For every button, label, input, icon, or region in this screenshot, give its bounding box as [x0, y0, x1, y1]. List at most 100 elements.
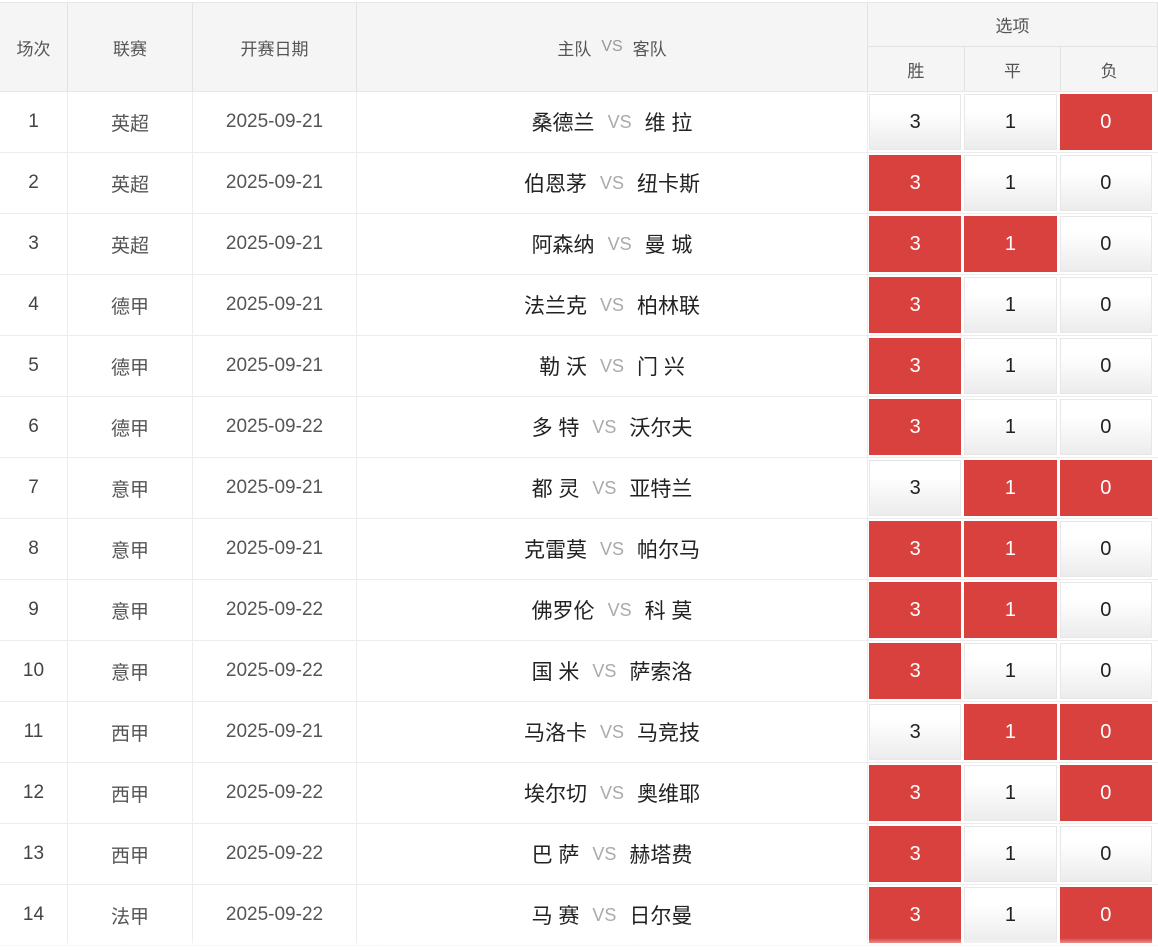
option-cell-win[interactable]: 3	[869, 277, 962, 333]
option-cell-draw[interactable]: 1	[964, 216, 1057, 272]
option-cell-win[interactable]: 3	[869, 765, 962, 821]
home-team: 埃尔切	[523, 783, 587, 806]
options-cells: 3 1 0	[867, 458, 1158, 518]
option-cell-draw[interactable]: 1	[964, 765, 1057, 821]
league-name: 意甲	[68, 458, 193, 518]
match-date: 2025-09-22	[193, 580, 357, 640]
table-body: 1 英超 2025-09-21 桑德兰 VS 维 拉 3 1 0 2 英超 20…	[0, 92, 1158, 946]
option-cell-draw[interactable]: 1	[964, 338, 1057, 394]
option-cell-win[interactable]: 3	[869, 94, 962, 150]
vs-label: VS	[599, 294, 624, 315]
option-cell-draw[interactable]: 1	[964, 826, 1057, 882]
away-team: 帕尔马	[637, 539, 700, 562]
option-cell-draw[interactable]: 1	[964, 460, 1057, 516]
option-cell-draw[interactable]: 1	[964, 277, 1057, 333]
option-cell-draw[interactable]: 1	[964, 521, 1057, 577]
option-cell-win[interactable]: 3	[869, 887, 962, 943]
match-date: 2025-09-22	[193, 397, 357, 457]
options-cells: 3 1 0	[867, 702, 1158, 762]
option-cell-draw[interactable]: 1	[964, 399, 1057, 455]
header-date: 开赛日期	[193, 3, 357, 91]
option-cell-win[interactable]: 3	[869, 704, 962, 760]
table-row: 2 英超 2025-09-21 伯恩茅 VS 纽卡斯 3 1 0	[0, 153, 1158, 214]
options-cells: 3 1 0	[867, 885, 1158, 945]
vs-label: VS	[607, 233, 632, 254]
home-team: 伯恩茅	[523, 173, 587, 196]
option-cell-win[interactable]: 3	[869, 216, 962, 272]
option-cell-draw[interactable]: 1	[964, 643, 1057, 699]
vs-label: VS	[599, 538, 624, 559]
header-win-label: 胜	[907, 61, 925, 81]
header-options-title: 选项	[868, 3, 1157, 47]
match-teams: 法兰克 VS 柏林联	[357, 275, 867, 335]
vs-label: VS	[599, 172, 624, 193]
option-cell-lose[interactable]: 0	[1059, 399, 1152, 455]
option-cell-draw[interactable]: 1	[964, 155, 1057, 211]
match-teams: 桑德兰 VS 维 拉	[357, 92, 867, 152]
table-row: 10 意甲 2025-09-22 国 米 VS 萨索洛 3 1 0	[0, 641, 1158, 702]
option-cell-win[interactable]: 3	[869, 521, 962, 577]
away-team: 纽卡斯	[637, 173, 700, 196]
option-cell-win[interactable]: 3	[869, 338, 962, 394]
table-row: 9 意甲 2025-09-22 佛罗伦 VS 科 莫 3 1 0	[0, 580, 1158, 641]
option-cell-lose[interactable]: 0	[1059, 521, 1152, 577]
option-cell-lose[interactable]: 0	[1059, 582, 1152, 638]
vs-label: VS	[607, 599, 632, 620]
option-cell-lose[interactable]: 0	[1059, 460, 1152, 516]
header-away-label: 客队	[632, 39, 667, 59]
vs-label: VS	[592, 660, 617, 681]
option-cell-lose[interactable]: 0	[1059, 216, 1152, 272]
league-name: 西甲	[68, 763, 193, 823]
option-cell-lose[interactable]: 0	[1059, 94, 1152, 150]
league-name: 英超	[68, 214, 193, 274]
vs-label: VS	[599, 721, 624, 742]
option-cell-win[interactable]: 3	[869, 399, 962, 455]
option-cell-win[interactable]: 3	[869, 460, 962, 516]
options-cells: 3 1 0	[867, 824, 1158, 884]
option-cell-lose[interactable]: 0	[1059, 643, 1152, 699]
match-date: 2025-09-21	[193, 153, 357, 213]
vs-label: VS	[599, 355, 624, 376]
option-cell-win[interactable]: 3	[869, 826, 962, 882]
option-cell-lose[interactable]: 0	[1059, 704, 1152, 760]
match-number: 7	[0, 458, 68, 518]
option-cell-lose[interactable]: 0	[1059, 765, 1152, 821]
option-cell-lose[interactable]: 0	[1059, 155, 1152, 211]
header-home-label: 主队	[557, 39, 592, 59]
option-cell-lose[interactable]: 0	[1059, 338, 1152, 394]
option-cell-draw[interactable]: 1	[964, 887, 1057, 943]
match-number: 6	[0, 397, 68, 457]
match-date: 2025-09-21	[193, 458, 357, 518]
option-cell-win[interactable]: 3	[869, 155, 962, 211]
match-number: 9	[0, 580, 68, 640]
table-row: 7 意甲 2025-09-21 都 灵 VS 亚特兰 3 1 0	[0, 458, 1158, 519]
options-cells: 3 1 0	[867, 214, 1158, 274]
option-cell-lose[interactable]: 0	[1059, 826, 1152, 882]
match-number: 2	[0, 153, 68, 213]
options-cells: 3 1 0	[867, 519, 1158, 579]
table-row: 14 法甲 2025-09-22 马 赛 VS 日尔曼 3 1 0	[0, 885, 1158, 946]
match-date: 2025-09-22	[193, 885, 357, 945]
option-cell-lose[interactable]: 0	[1059, 887, 1152, 943]
option-cell-draw[interactable]: 1	[964, 704, 1057, 760]
header-options-subcolumns: 胜 平 负	[868, 47, 1157, 91]
option-cell-draw[interactable]: 1	[964, 94, 1057, 150]
header-teams: 主队 VS 客队	[357, 3, 867, 91]
match-number: 5	[0, 336, 68, 396]
option-cell-lose[interactable]: 0	[1059, 277, 1152, 333]
match-date: 2025-09-22	[193, 824, 357, 884]
options-cells: 3 1 0	[867, 580, 1158, 640]
match-number: 11	[0, 702, 68, 762]
match-teams: 都 灵 VS 亚特兰	[357, 458, 867, 518]
option-cell-win[interactable]: 3	[869, 582, 962, 638]
table-row: 13 西甲 2025-09-22 巴 萨 VS 赫塔费 3 1 0	[0, 824, 1158, 885]
option-cell-win[interactable]: 3	[869, 643, 962, 699]
option-cell-draw[interactable]: 1	[964, 582, 1057, 638]
header-lose-label: 负	[1060, 47, 1157, 91]
league-name: 意甲	[68, 580, 193, 640]
vs-label: VS	[607, 111, 632, 132]
league-name: 意甲	[68, 641, 193, 701]
home-team: 国 米	[531, 661, 580, 684]
match-number: 14	[0, 885, 68, 945]
